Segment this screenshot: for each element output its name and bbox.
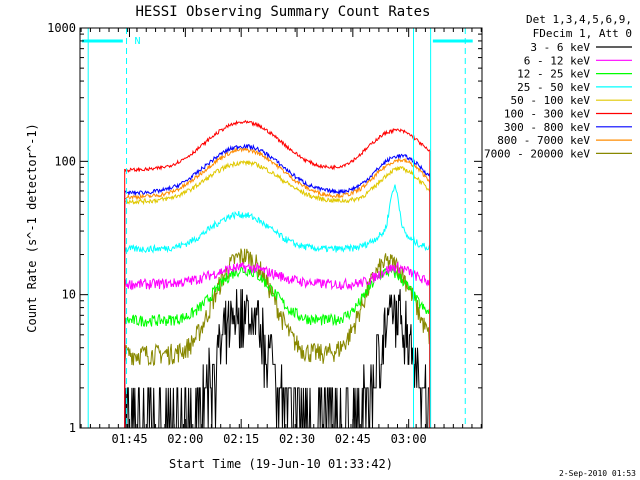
legend-label: 6 - 12 keV (524, 54, 591, 67)
series-line-800-7000kev (124, 146, 431, 428)
series-line-7000-20000kev (124, 248, 431, 428)
x-tick-label: 02:00 (167, 432, 203, 446)
x-tick-label: 02:30 (279, 432, 315, 446)
x-tick-label: 02:15 (223, 432, 259, 446)
y-tick-label: 10 (62, 288, 76, 302)
legend-header-line1: Det 1,3,4,5,6,9, (526, 13, 632, 26)
series-line-300-800kev (124, 143, 431, 428)
y-axis-ticks: 1 10 100 1000 (47, 21, 482, 435)
legend-label: 300 - 800 keV (504, 121, 590, 134)
x-tick-label: 03:00 (391, 432, 427, 446)
series-line-50-100kev (124, 159, 431, 428)
legend-header-line2: FDecim 1, Att 0 (533, 27, 632, 40)
series-line-25-50kev (124, 184, 431, 428)
marks-layer: N (82, 28, 473, 428)
y-axis-label: Count Rate (s^-1 detector^-1) (25, 123, 39, 333)
series-layer (124, 119, 431, 429)
date-stamp: 2-Sep-2010 01:53 (559, 469, 636, 478)
y-tick-label: 1000 (47, 21, 76, 35)
x-axis-label: Start Time (19-Jun-10 01:33:42) (169, 457, 393, 471)
series-line-6-12kev (124, 261, 431, 428)
chart-title: HESSI Observing Summary Count Rates (135, 4, 430, 20)
legend-label: 50 - 100 keV (511, 94, 591, 107)
legend-label: 12 - 25 keV (517, 68, 590, 81)
legend: Det 1,3,4,5,6,9, FDecim 1, Att 0 3 - 6 k… (484, 13, 632, 160)
y-tick-label: 100 (54, 154, 76, 168)
plot-frame (79, 27, 483, 429)
series-line-100-300kev (124, 119, 431, 428)
legend-label: 3 - 6 keV (530, 41, 590, 54)
legend-label: 25 - 50 keV (517, 81, 590, 94)
flag-label: N (135, 36, 141, 47)
y-tick-label: 1 (69, 421, 76, 435)
x-tick-label: 02:45 (335, 432, 371, 446)
x-axis-ticks: 01:45 02:00 02:15 02:30 02:45 03:00 (80, 28, 482, 446)
legend-label: 100 - 300 keV (504, 108, 590, 121)
legend-label: 800 - 7000 keV (497, 134, 590, 147)
legend-label: 7000 - 20000 keV (484, 147, 590, 160)
x-tick-label: 01:45 (111, 432, 147, 446)
